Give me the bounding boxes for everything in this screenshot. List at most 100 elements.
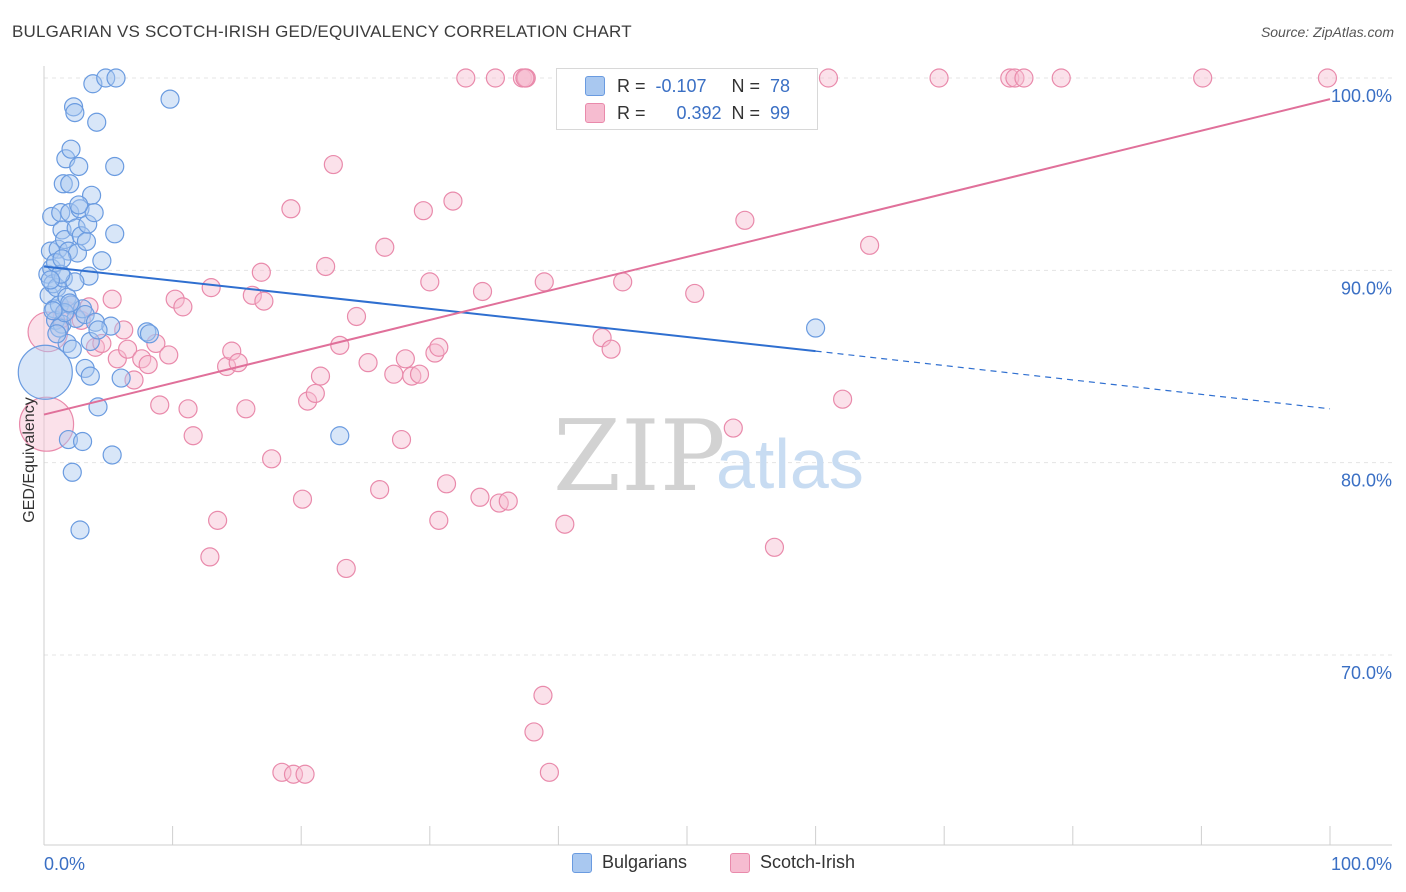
scotch-irish-point[interactable] — [114, 320, 134, 340]
scotch-irish-point[interactable] — [159, 345, 179, 365]
scotch-irish-point[interactable] — [295, 764, 315, 784]
bulgarian-point[interactable] — [47, 324, 67, 344]
scotch-irish-point[interactable] — [409, 364, 430, 384]
scotch-irish-point[interactable] — [613, 272, 633, 292]
scotch-irish-point[interactable] — [281, 199, 301, 219]
scotch-irish-point[interactable] — [208, 510, 228, 530]
bulgarian-point[interactable] — [57, 333, 77, 354]
bulgarian-point[interactable] — [76, 231, 97, 252]
scotch-irish-point[interactable] — [292, 489, 313, 509]
bulgarian-point[interactable] — [101, 316, 121, 336]
scotch-irish-point[interactable] — [107, 349, 127, 369]
scotch-irish-point[interactable] — [470, 487, 490, 507]
bulgarian-point[interactable] — [96, 68, 116, 88]
bulgarian-point[interactable] — [78, 214, 98, 234]
bulgarian-point[interactable] — [61, 139, 81, 159]
legend-item-scotch-irish[interactable]: Scotch-Irish — [730, 852, 855, 873]
scotch-irish-point[interactable] — [485, 68, 505, 88]
bulgarian-point[interactable] — [75, 304, 95, 325]
bulgarian-point[interactable] — [60, 174, 80, 194]
bulgarian-point[interactable] — [69, 156, 89, 177]
scotch-irish-point[interactable] — [436, 474, 457, 494]
bulgarian-point[interactable] — [69, 195, 89, 215]
scotch-irish-point[interactable] — [183, 426, 203, 446]
scotch-irish-point[interactable] — [165, 289, 185, 309]
scotch-irish-point[interactable] — [402, 366, 422, 386]
scotch-irish-point[interactable] — [735, 210, 755, 230]
bulgarian-point[interactable] — [111, 368, 131, 388]
scotch-irish-point[interactable] — [375, 237, 395, 257]
bulgarian-point[interactable] — [80, 366, 100, 386]
scotch-irish-point[interactable] — [305, 383, 325, 404]
scotch-irish-point[interactable] — [533, 685, 553, 705]
bulgarian-point[interactable] — [71, 226, 91, 246]
scotch-irish-point[interactable] — [173, 297, 193, 317]
scotch-irish-point[interactable] — [929, 68, 949, 88]
scotch-irish-point[interactable] — [346, 306, 367, 327]
scotch-irish-point[interactable] — [860, 235, 880, 255]
scotch-irish-point[interactable] — [429, 337, 449, 357]
bulgarian-point[interactable] — [87, 112, 107, 132]
bulgarian-point[interactable] — [160, 89, 180, 109]
bulgarian-point[interactable] — [72, 431, 93, 452]
bulgarian-point[interactable] — [60, 293, 80, 313]
bulgarian-point[interactable] — [102, 445, 122, 465]
scotch-irish-point[interactable] — [1014, 68, 1034, 88]
scotch-irish-point[interactable] — [236, 399, 256, 419]
scotch-irish-point[interactable] — [283, 764, 304, 784]
bulgarian-point[interactable] — [106, 68, 126, 88]
bulgarian-point[interactable] — [105, 156, 125, 177]
scotch-irish-point[interactable] — [1051, 68, 1071, 88]
scotch-irish-point[interactable] — [443, 191, 463, 211]
bulgarian-point[interactable] — [88, 320, 108, 340]
scotch-irish-point[interactable] — [555, 514, 575, 534]
scotch-irish-point[interactable] — [310, 366, 331, 386]
bulgarian-point[interactable] — [330, 426, 350, 446]
scotch-irish-point[interactable] — [764, 537, 785, 557]
scotch-irish-point[interactable] — [254, 291, 274, 311]
scotch-irish-point[interactable] — [1193, 68, 1213, 88]
scotch-irish-point[interactable] — [201, 278, 221, 298]
scotch-irish-point[interactable] — [498, 491, 518, 511]
scotch-irish-point[interactable] — [117, 339, 138, 359]
bulgarian-point[interactable] — [58, 429, 79, 450]
scotch-irish-point[interactable] — [1000, 68, 1020, 88]
bulgarian-point[interactable] — [53, 174, 73, 194]
bulgarian-point[interactable] — [84, 203, 104, 223]
scotch-irish-point[interactable] — [178, 399, 198, 419]
bulgarian-point[interactable] — [62, 462, 82, 482]
bulgarian-point[interactable] — [80, 331, 100, 352]
scotch-irish-point[interactable] — [358, 353, 378, 373]
scotch-irish-point[interactable] — [330, 335, 350, 355]
scotch-irish-point[interactable] — [262, 449, 282, 469]
bulgarian-point[interactable] — [62, 339, 82, 359]
scotch-irish-point[interactable] — [251, 262, 271, 282]
bulgarian-point[interactable] — [805, 318, 826, 338]
scotch-irish-point[interactable] — [539, 762, 559, 782]
bulgarian-point[interactable] — [52, 249, 72, 269]
scotch-irish-point[interactable] — [515, 68, 535, 88]
scotch-irish-point[interactable] — [222, 341, 242, 361]
bulgarian-point[interactable] — [139, 324, 160, 344]
scotch-irish-point[interactable] — [391, 429, 412, 450]
scotch-irish-point[interactable] — [685, 283, 705, 304]
scotch-irish-point[interactable] — [601, 339, 621, 359]
scotch-irish-point[interactable] — [833, 389, 853, 409]
scotch-irish-point[interactable] — [818, 68, 839, 88]
scotch-irish-point[interactable] — [429, 510, 449, 530]
scotch-irish-point[interactable] — [316, 256, 336, 277]
scotch-irish-point[interactable] — [456, 68, 476, 88]
bulgarian-point[interactable] — [85, 312, 106, 332]
scotch-irish-point[interactable] — [413, 201, 433, 221]
bulgarian-point[interactable] — [70, 520, 90, 540]
legend-item-bulgarians[interactable]: Bulgarians — [572, 852, 687, 873]
scotch-irish-point[interactable] — [336, 558, 356, 579]
scotch-irish-point[interactable] — [323, 154, 343, 175]
bulgarian-point[interactable] — [105, 224, 125, 244]
scotch-irish-point[interactable] — [370, 479, 390, 500]
scotch-irish-point[interactable] — [138, 354, 158, 375]
bulgarian-point[interactable] — [40, 270, 61, 290]
scotch-irish-point[interactable] — [384, 364, 404, 384]
scotch-irish-point[interactable] — [472, 281, 493, 302]
bulgarian-point[interactable] — [63, 97, 84, 117]
